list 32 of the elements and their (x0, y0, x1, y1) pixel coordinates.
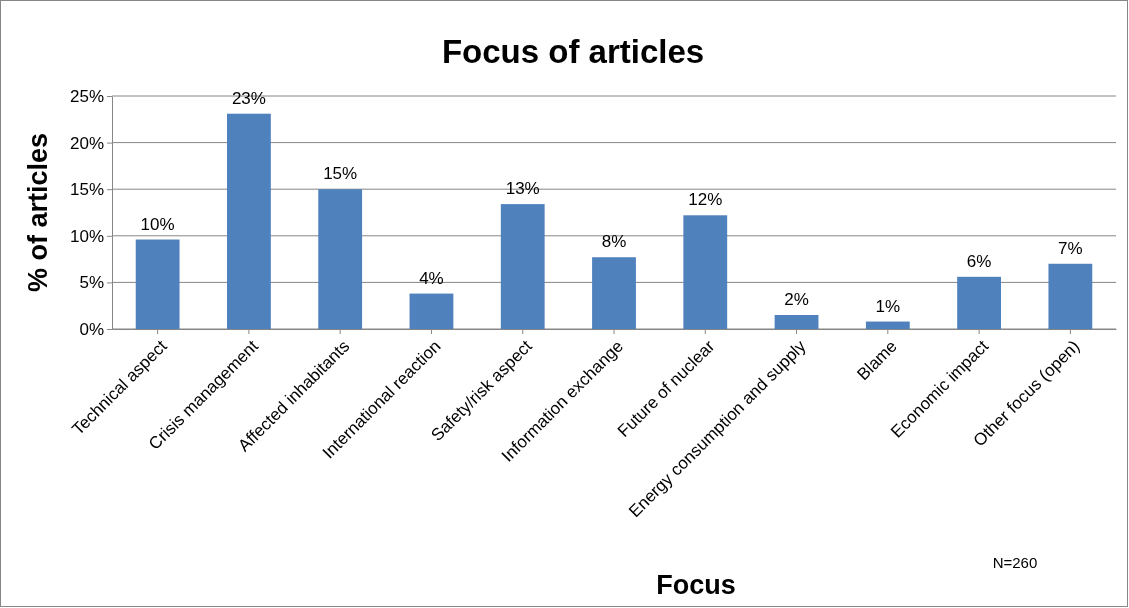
y-tick-label: 15% (69, 180, 104, 200)
bar (683, 215, 728, 329)
data-label: 13% (505, 179, 540, 199)
bar (774, 315, 819, 329)
data-label: 1% (875, 296, 901, 316)
x-axis-title: Focus (656, 570, 736, 600)
text: N=260 (992, 554, 1038, 571)
bar (592, 257, 636, 329)
bar (409, 293, 454, 329)
y-axis-title: % of articles (23, 132, 53, 293)
data-label: 2% (784, 290, 809, 310)
data-label: 10% (140, 214, 175, 234)
data-label: 4% (419, 268, 444, 288)
bar (500, 204, 545, 329)
y-tick-label: 25% (69, 86, 104, 106)
bar (318, 189, 363, 329)
y-tick-label: 10% (69, 226, 104, 246)
bar (865, 321, 910, 329)
bar (135, 239, 180, 329)
data-label: 15% (323, 164, 358, 184)
bar (1048, 263, 1093, 329)
data-label: 23% (231, 88, 266, 108)
bar (227, 113, 271, 329)
chart-title: Focus of articles (441, 33, 705, 70)
y-tick-label: 0% (79, 319, 104, 339)
data-label: 7% (1058, 238, 1083, 258)
bar (957, 276, 1001, 329)
data-label: 6% (966, 251, 992, 271)
data-label: 8% (601, 232, 627, 252)
data-label: 12% (688, 190, 723, 210)
y-tick-label: 20% (69, 133, 104, 153)
y-tick-label: 5% (79, 273, 104, 293)
